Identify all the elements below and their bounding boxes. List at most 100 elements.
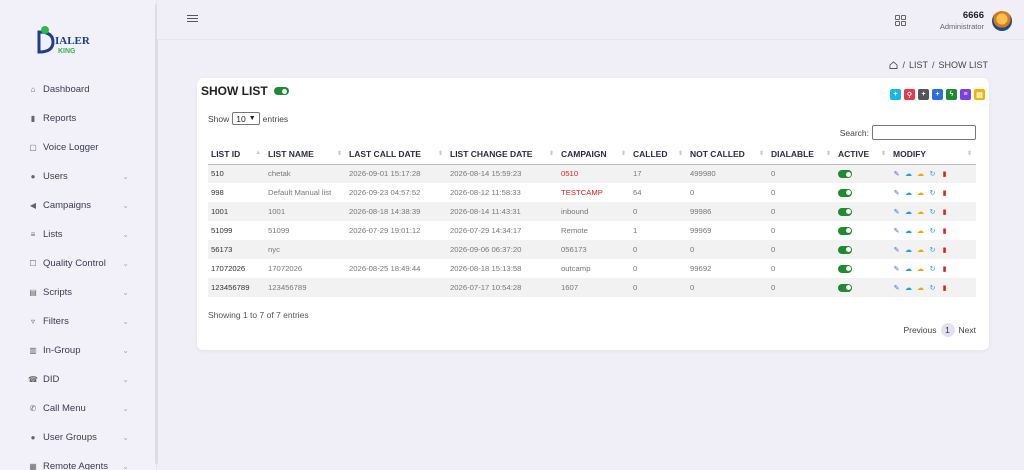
sidebar-scrollbar[interactable] xyxy=(155,4,158,464)
delete-icon[interactable]: ▮ xyxy=(942,227,947,235)
entries-select[interactable]: 10 ▼ xyxy=(232,112,260,125)
menu-toggle-icon[interactable] xyxy=(187,15,198,24)
cloud-download-icon[interactable]: ☁ xyxy=(917,189,924,197)
cell-campaign[interactable]: TESTCAMP xyxy=(561,188,603,197)
cell-list-id[interactable]: 510 xyxy=(208,164,265,183)
user-info[interactable]: 6666 Administrator xyxy=(940,10,984,31)
bolt-icon[interactable]: ϟ xyxy=(946,89,957,100)
page-1-button[interactable]: 1 xyxy=(940,323,955,337)
cloud-download-icon[interactable]: ☁ xyxy=(917,246,924,254)
cell-campaign[interactable]: 0510 xyxy=(558,164,630,183)
search-input[interactable] xyxy=(872,125,976,140)
edit-icon[interactable]: ✎ xyxy=(893,170,900,178)
delete-icon[interactable]: ▮ xyxy=(942,265,947,273)
active-toggle[interactable] xyxy=(838,264,852,273)
list-check-icon[interactable]: ≡ xyxy=(960,89,971,100)
column-header-not-called[interactable]: NOT CALLED ⬍ xyxy=(687,144,768,165)
sidebar-item-reports[interactable]: ▮ Reports xyxy=(0,104,157,133)
home-icon[interactable] xyxy=(889,61,898,69)
cell-list-id[interactable]: 1001 xyxy=(208,202,265,221)
reset-icon[interactable]: ↻ xyxy=(929,246,936,254)
sidebar-item-remote-agents[interactable]: ▦ Remote Agents ⌄ xyxy=(0,452,157,470)
column-header-modify[interactable]: MODIFY ⬍ xyxy=(890,144,976,165)
cell-list-id[interactable]: 998 xyxy=(211,188,224,197)
edit-icon[interactable]: ✎ xyxy=(893,208,900,216)
cell-list-id[interactable]: 17072026 xyxy=(211,264,246,273)
plus-blue-icon[interactable]: + xyxy=(932,89,943,100)
column-header-campaign[interactable]: CAMPAIGN ⬍ xyxy=(558,144,630,165)
active-toggle[interactable] xyxy=(838,283,852,292)
cloud-download-icon[interactable]: ☁ xyxy=(917,170,924,178)
cloud-upload-icon[interactable]: ☁ xyxy=(905,284,912,292)
sidebar-item-users[interactable]: ● Users ⌄ xyxy=(0,162,157,191)
column-header-last-call-date[interactable]: LAST CALL DATE ⬍ xyxy=(346,144,447,165)
active-toggle[interactable] xyxy=(838,245,852,254)
cloud-upload-icon[interactable]: ☁ xyxy=(905,208,912,216)
reset-icon[interactable]: ↻ xyxy=(929,208,936,216)
edit-icon[interactable]: ✎ xyxy=(893,227,900,235)
column-header-active[interactable]: ACTIVE ⬍ xyxy=(835,144,890,165)
apps-grid-icon[interactable] xyxy=(895,15,906,26)
active-toggle[interactable] xyxy=(838,207,852,216)
edit-icon[interactable]: ✎ xyxy=(893,284,900,292)
sidebar-item-in-group[interactable]: ▥ In-Group ⌄ xyxy=(0,336,157,365)
cloud-upload-icon[interactable]: ☁ xyxy=(905,246,912,254)
column-header-list-name[interactable]: LIST NAME ⬍ xyxy=(265,144,346,165)
reset-icon[interactable]: ↻ xyxy=(929,284,936,292)
user-role: Administrator xyxy=(939,22,984,31)
plus-dark-icon[interactable]: + xyxy=(918,89,929,100)
active-toggle[interactable] xyxy=(838,226,852,235)
reset-icon[interactable]: ↻ xyxy=(929,189,936,197)
sidebar-item-lists[interactable]: ≡ Lists ⌄ xyxy=(0,220,157,249)
delete-icon[interactable]: ▮ xyxy=(942,189,947,197)
column-header-called[interactable]: CALLED ⬍ xyxy=(630,144,687,165)
sidebar-item-call-menu[interactable]: ✆ Call Menu ⌄ xyxy=(0,394,157,423)
delete-icon[interactable]: ▮ xyxy=(942,208,947,216)
avatar[interactable] xyxy=(992,11,1012,31)
checkbox-icon: ☐ xyxy=(29,259,37,268)
sidebar-item-filters[interactable]: ▿ Filters ⌄ xyxy=(0,307,157,336)
cell-list-id[interactable]: 51099 xyxy=(211,226,233,235)
sidebar-item-quality-control[interactable]: ☐ Quality Control ⌄ xyxy=(0,249,157,278)
sidebar-item-campaigns[interactable]: ◀ Campaigns ⌄ xyxy=(0,191,157,220)
cloud-upload-icon[interactable]: ☁ xyxy=(905,170,912,178)
edit-icon[interactable]: ✎ xyxy=(893,246,900,254)
cloud-download-icon[interactable]: ☁ xyxy=(917,227,924,235)
column-header-list-id[interactable]: LIST ID ▲ xyxy=(208,144,265,165)
dialer-king-logo[interactable]: IALER KING xyxy=(31,22,111,62)
cell-list-id[interactable]: 123456789 xyxy=(208,278,265,297)
cloud-upload-icon[interactable]: ☁ xyxy=(905,227,912,235)
active-toggle[interactable] xyxy=(838,188,852,197)
sidebar-item-voice-logger[interactable]: ▢ Voice Logger xyxy=(0,133,157,162)
cloud-download-icon[interactable]: ☁ xyxy=(917,208,924,216)
cloud-upload-icon[interactable]: ☁ xyxy=(905,265,912,273)
edit-icon[interactable]: ✎ xyxy=(893,189,900,197)
delete-icon[interactable]: ▮ xyxy=(942,170,947,178)
breadcrumb-list[interactable]: LIST xyxy=(908,60,928,70)
cloud-download-icon[interactable]: ☁ xyxy=(917,265,924,273)
cloud-upload-icon[interactable]: ☁ xyxy=(905,189,912,197)
reset-icon[interactable]: ↻ xyxy=(929,170,936,178)
note-icon[interactable]: ▤ xyxy=(974,89,985,100)
sidebar-item-dashboard[interactable]: ⌂ Dashboard xyxy=(0,75,157,104)
next-button[interactable]: Next xyxy=(958,325,976,335)
sidebar-item-scripts[interactable]: ▤ Scripts ⌄ xyxy=(0,278,157,307)
cell-list-id[interactable]: 56173 xyxy=(208,240,265,259)
reset-icon[interactable]: ↻ xyxy=(929,227,936,235)
reset-icon[interactable]: ↻ xyxy=(929,265,936,273)
chevron-down-icon: ⌄ xyxy=(122,259,129,268)
column-header-list-change-date[interactable]: LIST CHANGE DATE ⬍ xyxy=(447,144,558,165)
title-toggle[interactable] xyxy=(273,87,289,95)
delete-icon[interactable]: ▮ xyxy=(942,246,947,254)
cloud-download-icon[interactable]: ☁ xyxy=(917,284,924,292)
sidebar-item-did[interactable]: ☎ DID ⌄ xyxy=(0,365,157,394)
search-icon[interactable]: ⚲ xyxy=(904,89,915,100)
sort-icon: ⬍ xyxy=(437,151,443,157)
active-toggle[interactable] xyxy=(838,170,852,179)
previous-button[interactable]: Previous xyxy=(903,325,937,335)
column-header-dialable[interactable]: DIALABLE ⬍ xyxy=(768,144,835,165)
plus-icon[interactable]: + xyxy=(890,89,901,100)
delete-icon[interactable]: ▮ xyxy=(942,284,947,292)
edit-icon[interactable]: ✎ xyxy=(893,265,900,273)
sidebar-item-user-groups[interactable]: ● User Groups ⌄ xyxy=(0,423,157,452)
